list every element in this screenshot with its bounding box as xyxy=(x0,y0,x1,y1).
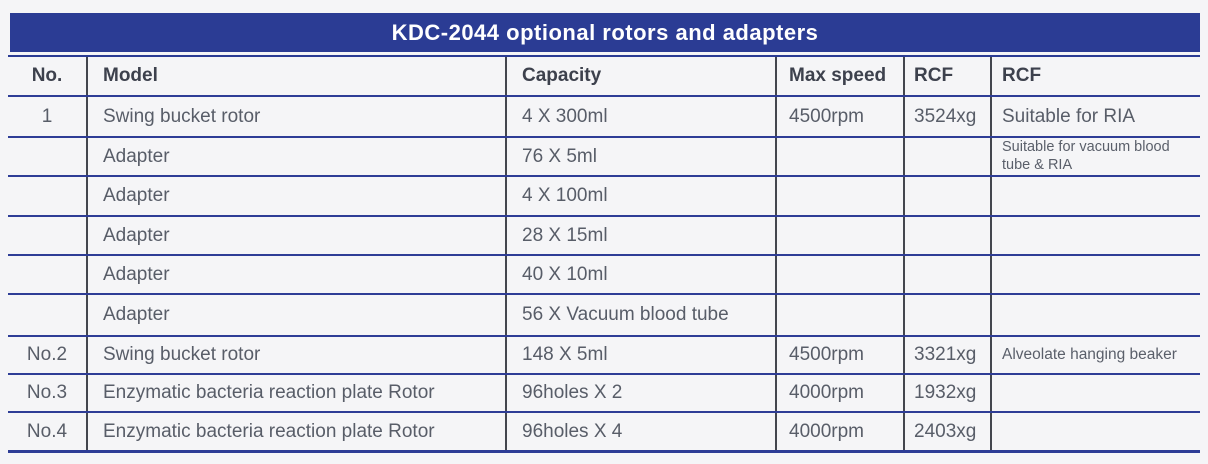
table-row: No.3 Enzymatic bacteria reaction plate R… xyxy=(8,375,1200,413)
cell-no xyxy=(8,256,86,293)
table-row: Adapter 76 X 5ml Suitable for vacuum blo… xyxy=(8,138,1200,177)
cell-capacity: 4 X 300ml xyxy=(505,97,775,136)
cell-note: Suitable for RIA xyxy=(990,97,1200,136)
cell-capacity: 148 X 5ml xyxy=(505,337,775,373)
cell-note xyxy=(990,177,1200,215)
cell-note xyxy=(990,413,1200,450)
page-title: KDC-2044 optional rotors and adapters xyxy=(391,19,819,45)
cell-note xyxy=(990,256,1200,293)
header-capacity: Capacity xyxy=(505,57,775,95)
header-rcf: RCF xyxy=(903,57,990,95)
cell-model: Adapter xyxy=(86,295,505,335)
cell-model: Swing bucket rotor xyxy=(86,337,505,373)
table-row: Adapter 56 X Vacuum blood tube xyxy=(8,295,1200,337)
table-row: Adapter 4 X 100ml xyxy=(8,177,1200,217)
cell-capacity: 96holes X 4 xyxy=(505,413,775,450)
cell-max-speed: 4500rpm xyxy=(775,337,903,373)
cell-rcf xyxy=(903,256,990,293)
cell-note xyxy=(990,217,1200,254)
cell-no: No.2 xyxy=(26,344,68,365)
cell-capacity: 56 X Vacuum blood tube xyxy=(505,295,775,335)
cell-max-speed xyxy=(775,138,903,175)
table-row: 1 Swing bucket rotor 4 X 300ml 4500rpm 3… xyxy=(8,97,1200,138)
cell-note xyxy=(990,295,1200,335)
table-row: Adapter 40 X 10ml xyxy=(8,256,1200,295)
title-bar: KDC-2044 optional rotors and adapters xyxy=(10,13,1200,52)
cell-rcf xyxy=(903,138,990,175)
header-rcf-note: RCF xyxy=(990,57,1200,95)
cell-no: No.3 xyxy=(26,382,68,403)
cell-max-speed xyxy=(775,177,903,215)
table-row: No.4 Enzymatic bacteria reaction plate R… xyxy=(8,413,1200,453)
cell-rcf: 2403xg xyxy=(903,413,990,450)
cell-no xyxy=(8,295,86,335)
cell-rcf: 1932xg xyxy=(903,375,990,411)
cell-no xyxy=(8,217,86,254)
cell-capacity: 76 X 5ml xyxy=(505,138,775,175)
cell-no xyxy=(8,177,86,215)
cell-max-speed xyxy=(775,256,903,293)
cell-max-speed xyxy=(775,295,903,335)
cell-model: Adapter xyxy=(86,138,505,175)
header-no: No. xyxy=(31,65,63,86)
cell-model: Enzymatic bacteria reaction plate Rotor xyxy=(86,375,505,411)
cell-rcf: 3524xg xyxy=(903,97,990,136)
cell-no: 1 xyxy=(41,105,53,127)
cell-no xyxy=(8,138,86,175)
cell-max-speed: 4000rpm xyxy=(775,413,903,450)
header-max-speed: Max speed xyxy=(775,57,903,95)
cell-capacity: 96holes X 2 xyxy=(505,375,775,411)
header-row: No. Model Capacity Max speed RCF RCF xyxy=(8,57,1200,97)
cell-capacity: 4 X 100ml xyxy=(505,177,775,215)
table-row: No.2 Swing bucket rotor 148 X 5ml 4500rp… xyxy=(8,337,1200,375)
cell-capacity: 28 X 15ml xyxy=(505,217,775,254)
cell-note xyxy=(990,375,1200,411)
title-underline-divider xyxy=(8,55,1200,57)
cell-model: Adapter xyxy=(86,177,505,215)
cell-max-speed: 4500rpm xyxy=(775,97,903,136)
cell-model: Adapter xyxy=(86,256,505,293)
rotors-adapters-table: No. Model Capacity Max speed RCF RCF 1 S… xyxy=(8,57,1200,453)
cell-model: Enzymatic bacteria reaction plate Rotor xyxy=(86,413,505,450)
cell-max-speed xyxy=(775,217,903,254)
table-row: Adapter 28 X 15ml xyxy=(8,217,1200,256)
cell-max-speed: 4000rpm xyxy=(775,375,903,411)
cell-rcf xyxy=(903,217,990,254)
cell-rcf xyxy=(903,177,990,215)
header-model: Model xyxy=(86,57,505,95)
cell-rcf: 3321xg xyxy=(903,337,990,373)
cell-model: Swing bucket rotor xyxy=(86,97,505,136)
cell-no: No.4 xyxy=(26,420,68,442)
cell-note: Alveolate hanging beaker xyxy=(990,337,1200,373)
cell-note: Suitable for vacuum blood tube & RIA xyxy=(990,138,1200,175)
cell-rcf xyxy=(903,295,990,335)
cell-model: Adapter xyxy=(86,217,505,254)
cell-capacity: 40 X 10ml xyxy=(505,256,775,293)
